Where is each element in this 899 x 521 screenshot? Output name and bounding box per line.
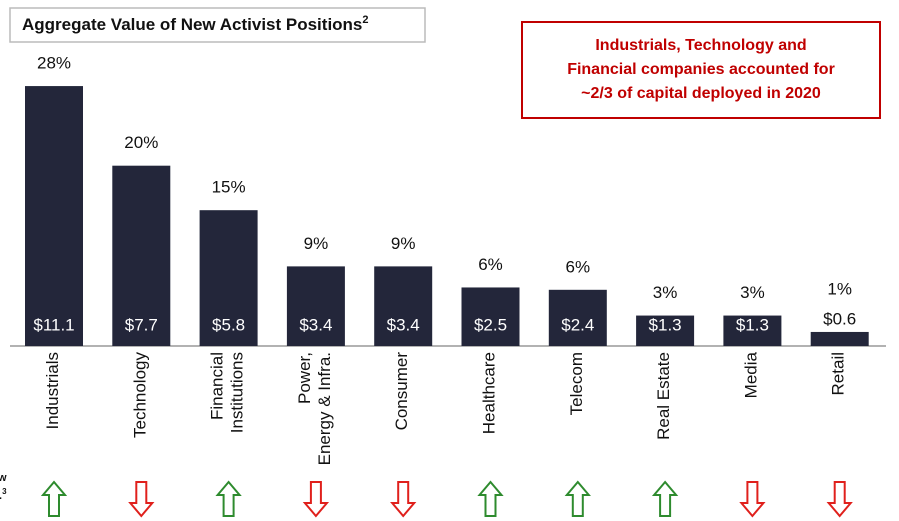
x-tick-line: Industrials — [43, 352, 62, 429]
x-tick-line: Retail — [829, 352, 848, 395]
value-label: $2.4 — [561, 315, 594, 334]
trend-arrow — [215, 480, 242, 517]
bar — [286, 266, 345, 346]
value-label: $0.6 — [823, 309, 856, 328]
x-tick-label: FinancialInstitutions — [208, 352, 247, 433]
bar — [112, 165, 171, 346]
x-tick-label: Technology — [131, 352, 150, 439]
x-tick-line: Technology — [131, 352, 150, 439]
x-tick-line: Healthcare — [480, 352, 499, 434]
x-tick-line: Consumer — [393, 352, 412, 431]
value-label: $1.3 — [649, 315, 682, 334]
callout-line: Financial companies accounted for — [567, 61, 835, 78]
bar — [374, 266, 433, 346]
x-tick-label: Retail — [829, 352, 848, 395]
value-label: $1.3 — [736, 315, 769, 334]
side-note-sup: 3 — [2, 487, 7, 496]
side-note: .3 — [0, 487, 7, 502]
trend-arrow — [651, 480, 679, 517]
trend-arrow — [564, 480, 591, 517]
x-tick-line: Institutions — [228, 352, 247, 433]
x-tick-label: Healthcare — [480, 352, 499, 434]
chart-title: Aggregate Value of New Activist Position… — [22, 14, 369, 35]
share-label: 15% — [212, 178, 246, 197]
share-label: 3% — [653, 283, 678, 302]
x-tick-line: Real Estate — [655, 352, 674, 440]
callout-line: Industrials, Technology and — [595, 37, 806, 54]
bar — [199, 210, 258, 346]
bar — [636, 315, 695, 346]
callout-line: ~2/3 of capital deployed in 2020 — [581, 85, 821, 102]
share-label: 6% — [566, 257, 591, 276]
x-tick-label: Power,Energy & Infra. — [295, 352, 334, 465]
callout-box — [521, 21, 881, 119]
title-text: Aggregate Value of New Activist Position… — [22, 15, 362, 34]
bar — [810, 331, 869, 346]
trend-arrow — [40, 480, 68, 517]
value-label: $7.7 — [125, 315, 158, 334]
bar — [548, 289, 607, 346]
x-tick-line: Energy & Infra. — [315, 352, 334, 465]
bar — [723, 315, 782, 346]
x-tick-line: Financial — [208, 352, 227, 420]
trend-arrow — [390, 481, 417, 518]
value-label: $3.4 — [299, 315, 332, 334]
side-note-dot: . — [0, 490, 2, 502]
x-tick-label: Media — [742, 351, 761, 398]
x-tick-label: Consumer — [393, 352, 412, 431]
x-tick-line: Media — [742, 351, 761, 398]
trend-arrow — [739, 481, 766, 518]
share-label: 28% — [37, 54, 71, 73]
bar — [461, 287, 520, 346]
x-tick-line: Power, — [295, 352, 314, 404]
trend-arrow — [477, 480, 504, 517]
x-tick-label: Real Estate — [655, 352, 674, 440]
share-label: 1% — [827, 279, 852, 298]
trend-arrow — [826, 481, 853, 518]
share-label: 9% — [304, 234, 329, 253]
value-label: $2.5 — [474, 315, 507, 334]
share-label: 9% — [391, 234, 416, 253]
share-label: 20% — [124, 133, 158, 152]
share-label: 3% — [740, 283, 765, 302]
trend-arrow — [128, 481, 155, 518]
x-tick-line: Telecom — [567, 352, 586, 415]
value-label: $11.1 — [33, 315, 74, 334]
title-sup: 2 — [362, 14, 368, 26]
x-tick-label: Industrials — [43, 352, 62, 429]
value-label: $5.8 — [212, 315, 245, 334]
value-label: $3.4 — [387, 315, 420, 334]
side-note: w — [0, 472, 7, 484]
trend-arrow — [302, 481, 330, 518]
x-tick-label: Telecom — [567, 352, 586, 415]
bar — [25, 86, 83, 346]
share-label: 6% — [478, 255, 503, 274]
title-box — [9, 7, 426, 43]
